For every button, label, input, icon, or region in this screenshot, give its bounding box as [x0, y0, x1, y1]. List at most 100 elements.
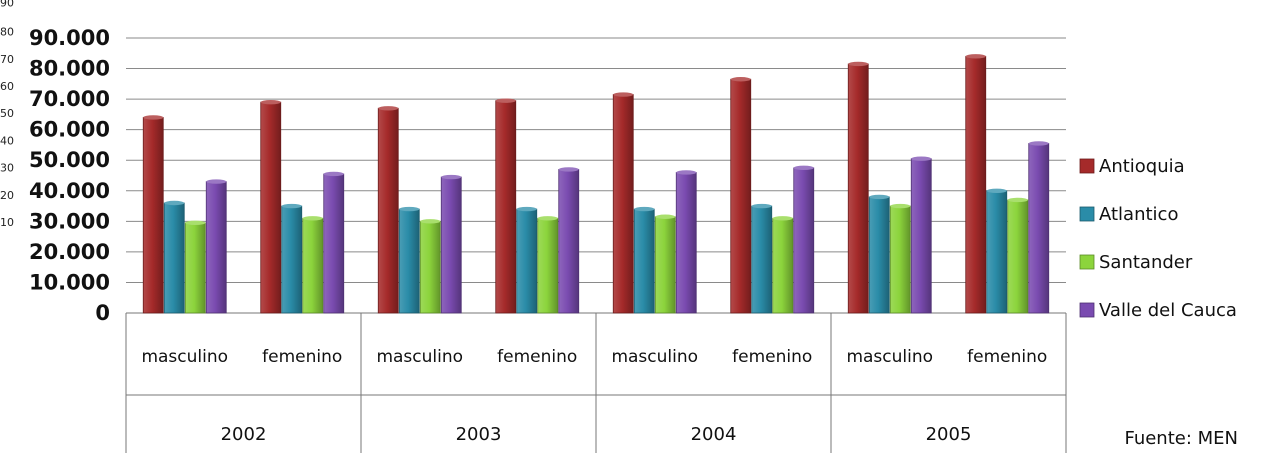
bar-top [965, 54, 986, 59]
bar [419, 220, 441, 314]
bar-top [676, 170, 697, 175]
category-label: masculino [141, 347, 228, 367]
bar-top [613, 92, 634, 97]
y-tick-label: 40.000 [29, 179, 110, 203]
bar-top [420, 219, 441, 224]
bar-top [655, 214, 676, 219]
legend-swatch [1079, 254, 1095, 270]
bar-top [890, 203, 911, 209]
bar-top [911, 156, 932, 161]
bar [281, 205, 303, 314]
bar [440, 176, 462, 314]
bar [889, 205, 911, 314]
bar-top [793, 165, 814, 171]
y-secondary-tick-label: 30 [0, 162, 14, 175]
bar-top [730, 77, 751, 82]
bar [986, 190, 1008, 314]
bar-top [1028, 141, 1049, 146]
bar [184, 222, 206, 314]
bar-top [751, 203, 772, 209]
bar-top [206, 179, 227, 184]
bar [1007, 199, 1029, 314]
bar [323, 173, 345, 314]
category-label: masculino [611, 347, 698, 367]
y-tick-label: 80.000 [29, 57, 110, 81]
y-tick-label: 30.000 [29, 209, 110, 233]
bars [142, 54, 1050, 314]
y-axis-secondary-ticks: 10 20 30 40 50 60 70 80 90 [0, 0, 14, 229]
bar-top [772, 216, 793, 221]
bar-top [143, 115, 164, 120]
bar [730, 78, 752, 314]
y-secondary-tick-label: 50 [0, 107, 14, 120]
legend-label: Atlantico [1099, 204, 1178, 225]
bar-top [516, 206, 537, 212]
bar [205, 181, 227, 314]
category-label: masculino [376, 347, 463, 367]
bar [495, 100, 517, 314]
legend-swatch [1079, 302, 1095, 318]
year-label: 2003 [456, 424, 502, 445]
bar-top [634, 206, 655, 212]
y-tick-label: 90.000 [29, 26, 110, 50]
y-tick-label: 10.000 [29, 270, 110, 294]
bar-top [323, 171, 344, 177]
bar-top [164, 200, 185, 206]
bar-top [378, 106, 399, 111]
bar [910, 158, 932, 314]
bar [612, 94, 634, 314]
bar [633, 208, 655, 314]
year-label: 2002 [221, 424, 267, 445]
legend: Antioquia Atlantico Santander Valle del Cau… [1079, 156, 1237, 321]
year-label: 2004 [691, 424, 737, 445]
y-secondary-tick-label: 80 [0, 26, 14, 39]
y-secondary-tick-label: 40 [0, 134, 14, 147]
y-secondary-tick-label: 10 [0, 216, 14, 229]
y-tick-label: 70.000 [29, 87, 110, 111]
y-tick-label: 20.000 [29, 240, 110, 264]
year-label: 2005 [926, 424, 972, 445]
bar [516, 208, 538, 314]
legend-swatch [1079, 206, 1095, 222]
bar-top [399, 206, 420, 212]
y-secondary-tick-label: 70 [0, 53, 14, 66]
bar [772, 217, 794, 314]
y-tick-label: 0 [95, 301, 110, 325]
legend-label: Valle del Cauca [1099, 300, 1237, 321]
bar [398, 208, 420, 314]
legend-swatch [1079, 158, 1095, 174]
bar [675, 172, 697, 314]
bar [260, 101, 282, 314]
bar-top [281, 203, 302, 209]
category-table: masculino femenino 2002 masculino femenino 20… [125, 313, 1067, 453]
source-note: Fuente: MEN [1124, 428, 1238, 449]
bar [751, 205, 773, 314]
bar-top [260, 99, 281, 105]
bar-top [441, 174, 462, 180]
bar [965, 55, 987, 314]
y-tick-label: 50.000 [29, 148, 110, 172]
y-tick-label: 60.000 [29, 118, 110, 142]
category-label: masculino [846, 347, 933, 367]
y-secondary-tick-label: 20 [0, 189, 14, 202]
bar [847, 63, 869, 314]
bar-top [302, 216, 323, 221]
bar-top [185, 220, 206, 226]
bar [163, 202, 185, 314]
bar-top [869, 194, 890, 200]
bar [868, 196, 890, 314]
bar-top [986, 188, 1007, 193]
bar [654, 216, 676, 314]
bar [558, 168, 580, 314]
y-secondary-tick-label: 60 [0, 80, 14, 93]
category-label: femenino [262, 347, 342, 367]
bar [1028, 143, 1050, 314]
bar [377, 107, 399, 314]
legend-label: Santander [1099, 252, 1193, 273]
bar [537, 217, 559, 314]
bar-top [558, 167, 579, 172]
y-axis-ticks: 0 10.000 20.000 30.000 40.000 50.000 60.000 70.… [29, 26, 110, 325]
y-secondary-tick-label: 90 [0, 0, 14, 9]
bar-top [537, 216, 558, 221]
category-label: femenino [732, 347, 812, 367]
